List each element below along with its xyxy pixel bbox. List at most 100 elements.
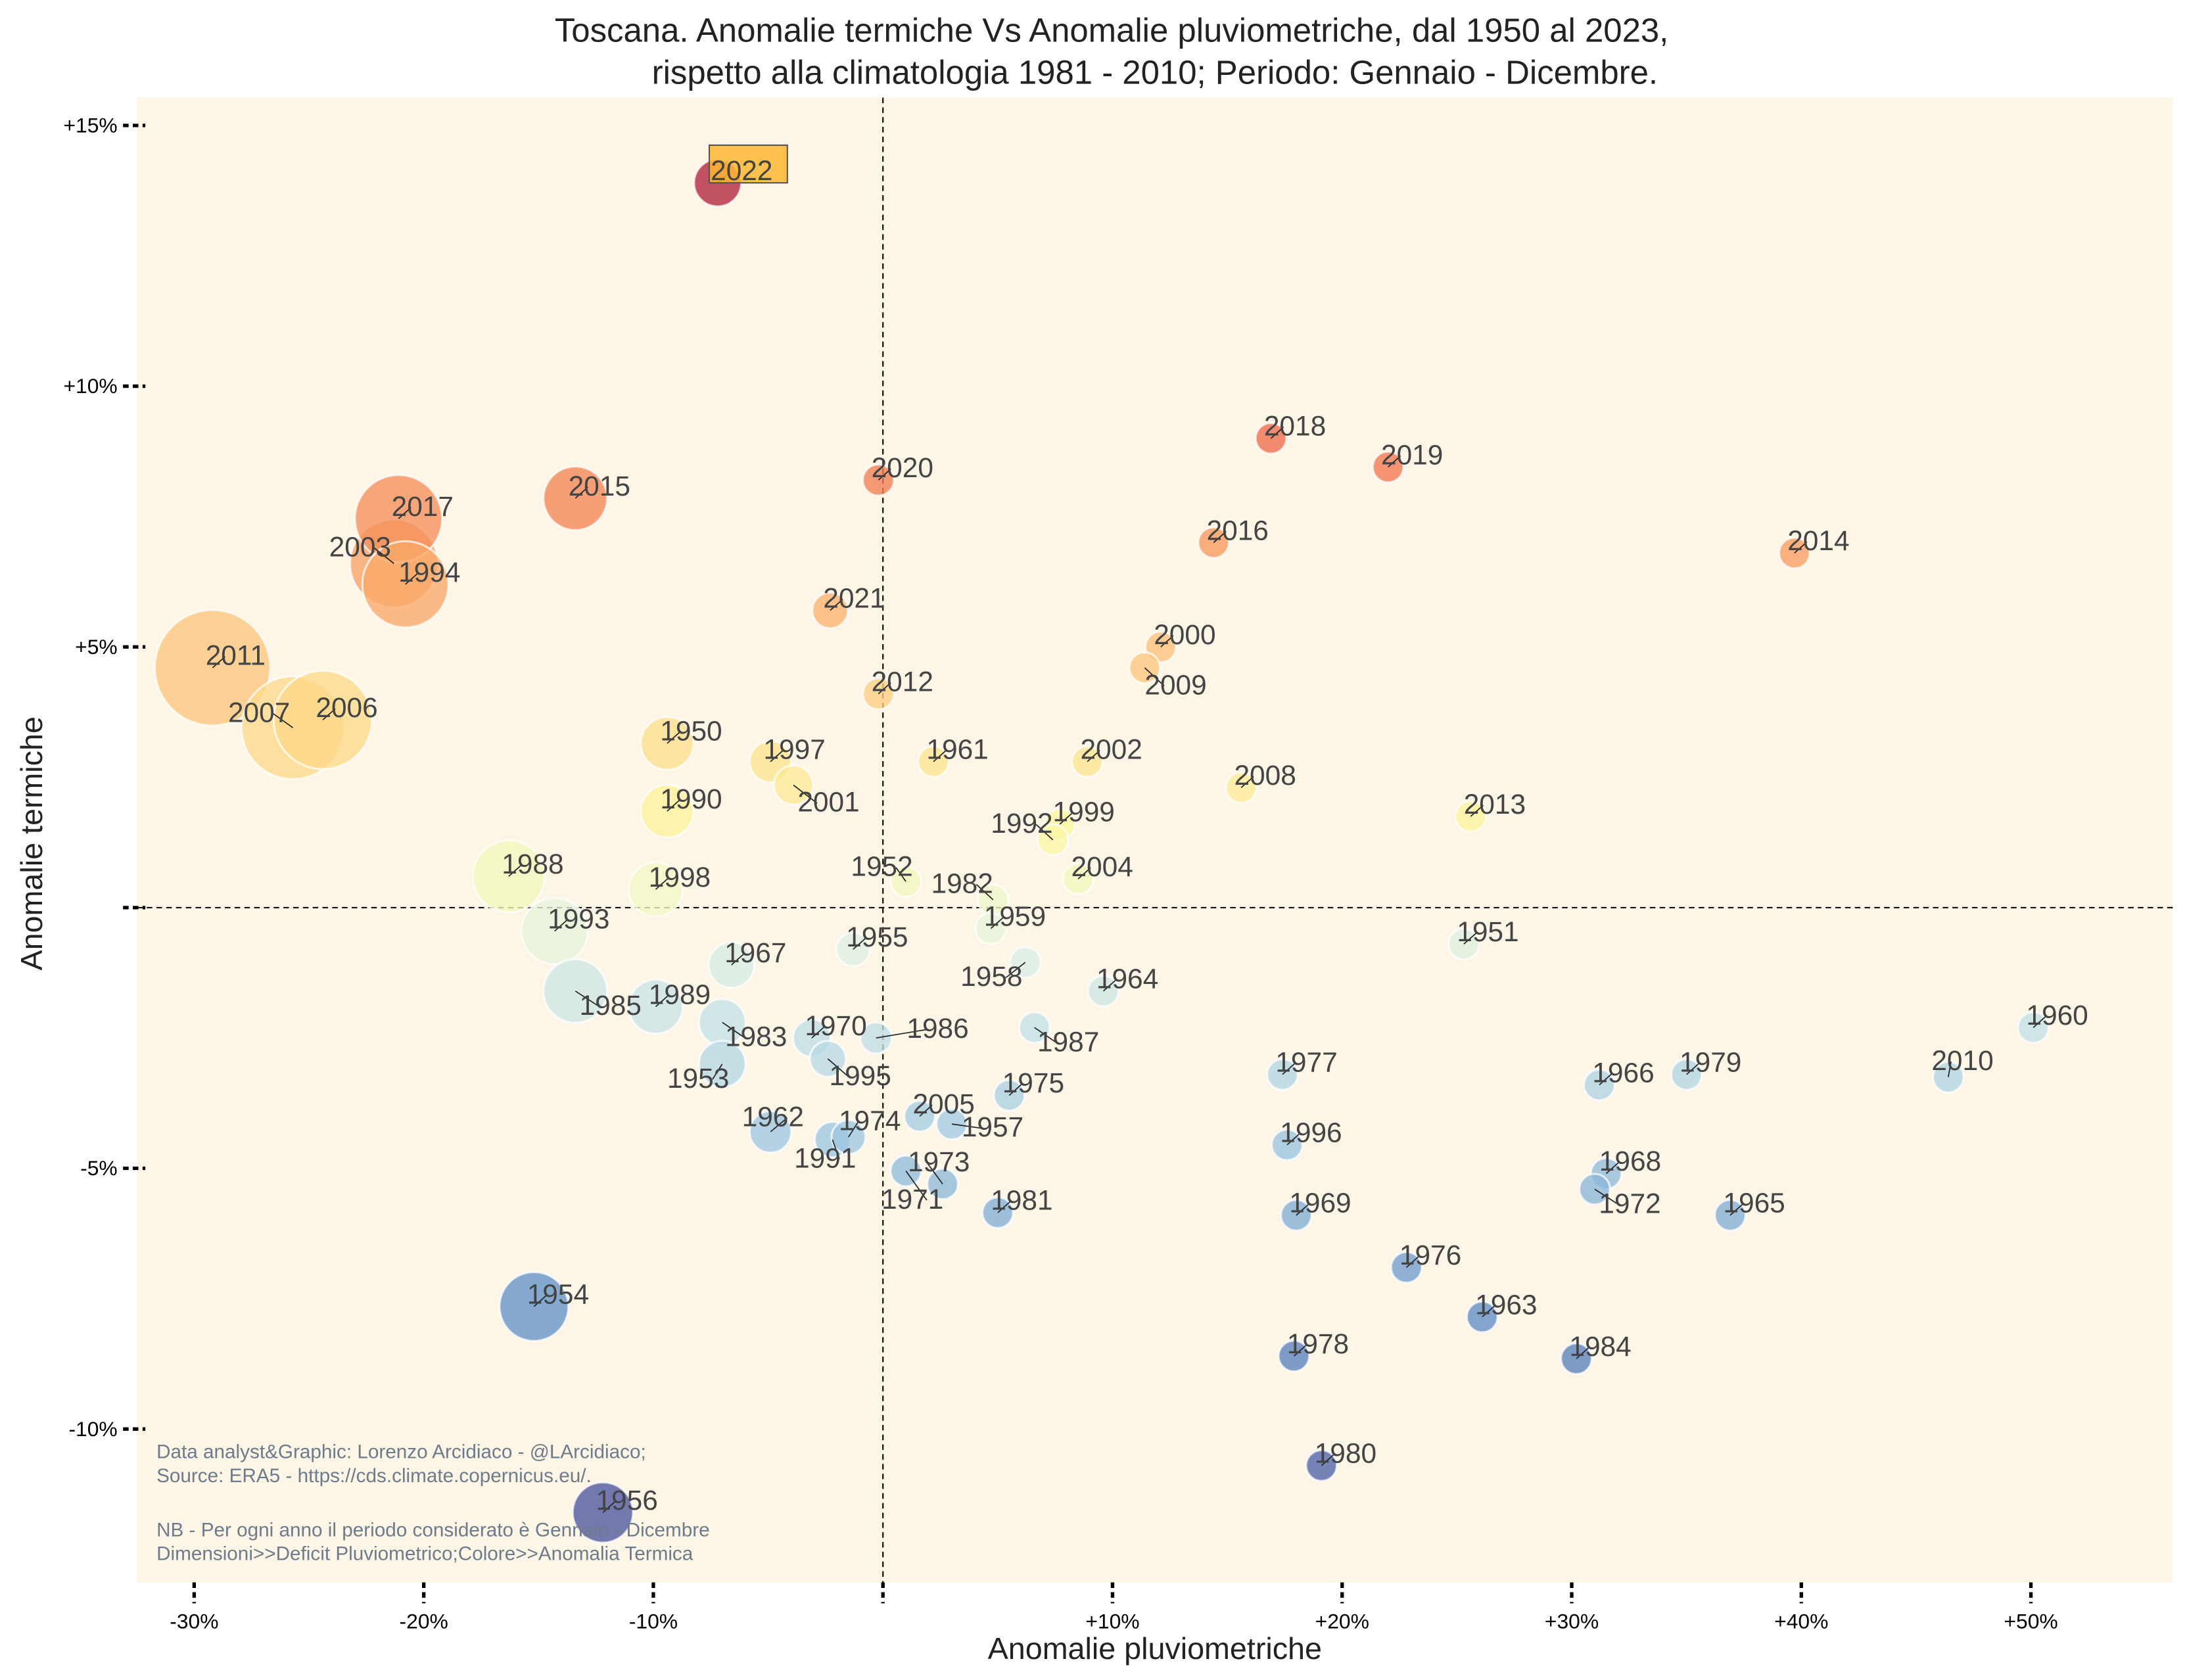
x-tick-label: -30% [170,1610,218,1633]
point-label: 1975 [1002,1067,1064,1098]
label-leader-line [1059,812,1073,825]
label-leader-line [1599,1073,1612,1086]
label-leader-line [1077,867,1091,879]
label-leader-line [1729,1203,1743,1216]
point-label: 1977 [1275,1046,1337,1077]
point-label: 2000 [1154,619,1215,650]
label-leader-line [1035,824,1054,841]
point-label: 2010 [1931,1045,1993,1076]
label-leader-line [933,750,947,762]
label-leader-line [830,599,843,611]
point-label: 2003 [329,532,391,563]
point-label: 2004 [1071,851,1133,882]
point-label: 1972 [1599,1188,1660,1219]
point-label: 1974 [839,1105,901,1136]
label-leader-line [1388,455,1401,468]
point-label: 1993 [548,903,609,934]
point-label: 2014 [1787,525,1849,556]
label-leader-line [878,682,891,695]
x-tick-label: +20% [1315,1610,1369,1633]
chart-title-line2: rispetto alla climatologia 1981 - 2010; … [652,53,1658,91]
point-label: 1965 [1723,1188,1785,1219]
data-point-1998 [627,861,684,918]
point-label: 1996 [1280,1117,1342,1148]
y-tick-label: -5% [80,1156,118,1180]
point-label: 2001 [797,787,859,818]
label-leader-line [876,1029,927,1039]
point-label: 2020 [872,452,933,483]
label-leader-line [212,656,225,668]
point-label: 2017 [392,491,454,522]
label-leader-line [926,1163,943,1184]
point-label: 1963 [1475,1289,1537,1320]
credit-note: Data analyst&Graphic: Lorenzo Arcidiaco … [156,1441,646,1463]
point-label: 1957 [962,1111,1023,1142]
point-label: 1995 [830,1060,891,1091]
label-leader-line [1947,1062,1952,1077]
label-leader-line [1686,1063,1700,1075]
x-tick-label: +50% [2004,1610,2058,1633]
point-label: 1961 [926,734,988,765]
point-label: 2022 [711,155,772,186]
label-leader-line [1282,1063,1296,1075]
label-leader-line [655,995,669,1008]
label-leader-line [1102,979,1117,992]
label-leader-line [951,1123,981,1129]
label-leader-line [1605,1161,1620,1175]
label-leader-line [398,507,412,519]
label-leader-line [602,1501,616,1513]
point-label: 2018 [1264,411,1326,442]
label-leader-line [997,1201,1011,1213]
label-leader-line [1576,1347,1589,1359]
point-label: 2007 [228,697,290,728]
point-label: 2005 [912,1088,974,1119]
point-label: 1953 [667,1063,729,1094]
label-leader-line [853,937,866,950]
point-label: 1964 [1096,964,1158,994]
point-label: 1994 [398,557,460,588]
point-label: 2016 [1207,515,1269,546]
point-label: 1999 [1053,797,1115,828]
label-leader-line [508,864,522,877]
label-leader-line [575,486,588,499]
point-label: 1992 [991,808,1052,839]
label-leader-line [533,1295,547,1307]
label-leader-line [1005,962,1026,979]
point-label: 1981 [991,1185,1052,1216]
label-leader-line [667,799,680,812]
label-leader-line [1321,1454,1334,1466]
point-label: 2006 [316,692,377,723]
label-leader-line [1270,427,1284,439]
label-leader-line [1296,1203,1309,1216]
plot-area [137,97,2173,1583]
label-leader-line [1286,1133,1300,1146]
point-label: 1998 [649,862,711,893]
data-point-1976 [1390,1251,1423,1284]
label-leader-line [1144,667,1165,687]
point-label: 1954 [527,1279,589,1310]
label-leader-line [1405,1255,1420,1268]
label-leader-line [905,1171,928,1201]
label-leader-line [1034,1027,1058,1044]
point-label: 1962 [742,1102,804,1132]
point-label: 1958 [960,961,1022,992]
point-label: 1971 [882,1184,943,1215]
point-label: 1970 [805,1010,866,1041]
point-label: 1960 [2026,1000,2088,1031]
point-label: 1980 [1315,1437,1376,1468]
label-leader-line [1213,530,1227,544]
y-tick-label: -10% [68,1417,117,1441]
label-leader-line [273,713,294,728]
point-label: 2009 [1144,669,1206,700]
label-leader-line [827,1058,849,1078]
point-label: 1991 [794,1142,856,1173]
label-leader-line [722,1021,745,1038]
x-tick-label: +30% [1545,1610,1599,1633]
x-axis-label: Anomalie pluviometriche [988,1631,1322,1666]
source-note: Source: ERA5 - https://cds.climate.coper… [156,1465,592,1487]
point-label: 1956 [596,1485,657,1516]
point-label: 1967 [724,937,786,968]
point-label: 1984 [1569,1331,1631,1362]
data-point-1978 [1277,1340,1311,1373]
x-tick-label: +40% [1774,1610,1828,1633]
